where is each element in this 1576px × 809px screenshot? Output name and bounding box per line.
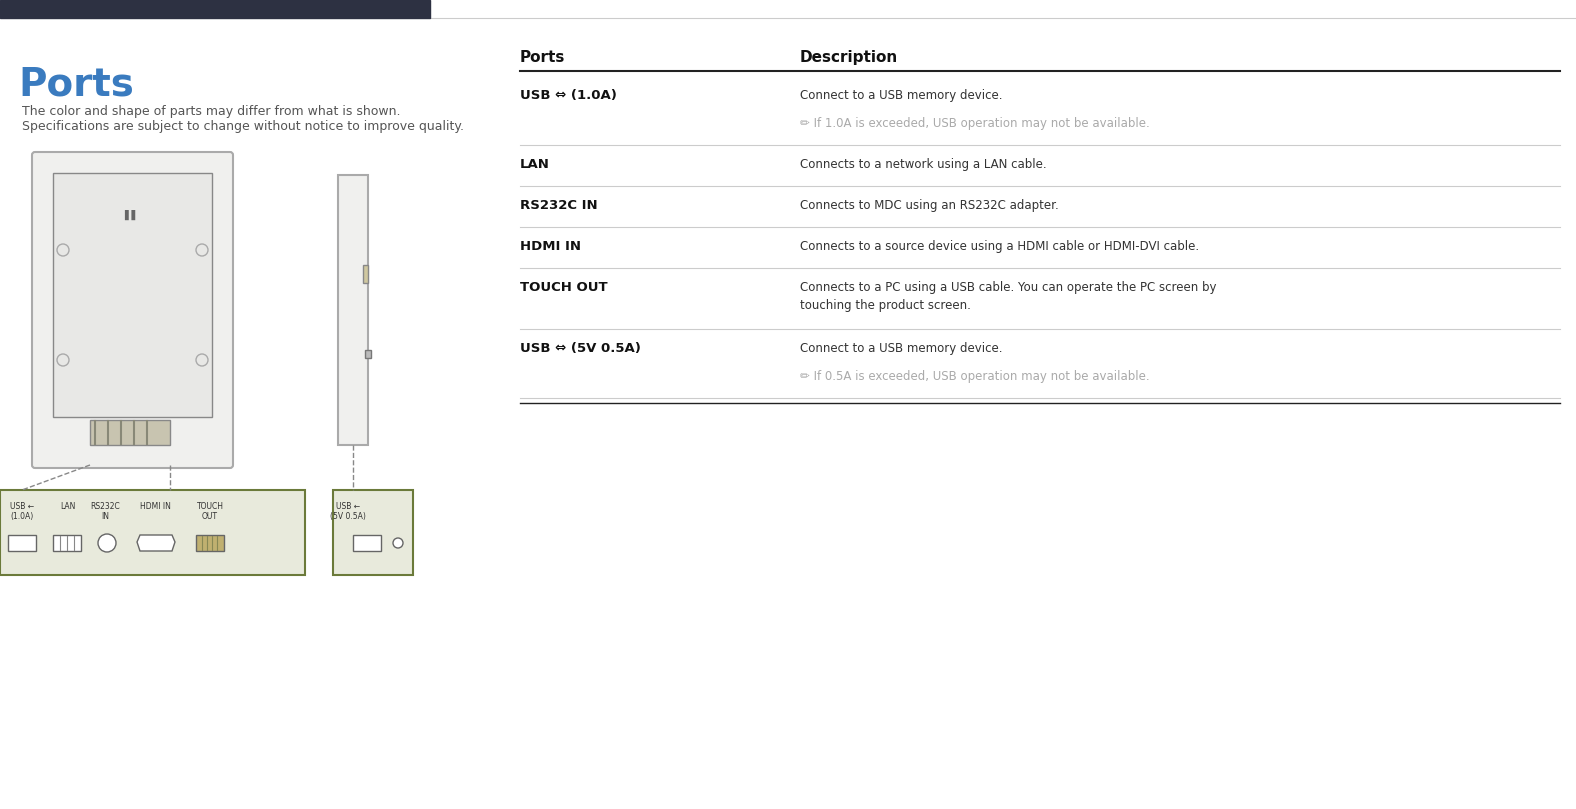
Bar <box>353 535 381 551</box>
Text: USB ⇔ (5V 0.5A): USB ⇔ (5V 0.5A) <box>520 342 641 355</box>
Text: HDMI IN: HDMI IN <box>140 502 170 511</box>
Bar <box>8 535 36 551</box>
Text: Connects to a PC using a USB cable. You can operate the PC screen by
touching th: Connects to a PC using a USB cable. You … <box>801 281 1217 312</box>
Bar <box>195 535 224 551</box>
Text: Connects to a source device using a HDMI cable or HDMI-DVI cable.: Connects to a source device using a HDMI… <box>801 240 1199 253</box>
Text: HDMI IN: HDMI IN <box>520 240 582 253</box>
Circle shape <box>98 534 117 552</box>
Text: Connects to a network using a LAN cable.: Connects to a network using a LAN cable. <box>801 158 1046 171</box>
Text: USB ←
(5V 0.5A): USB ← (5V 0.5A) <box>329 502 366 521</box>
Polygon shape <box>137 535 175 551</box>
Text: RS232C
IN: RS232C IN <box>90 502 120 521</box>
Bar <box>337 175 369 445</box>
Circle shape <box>195 244 208 256</box>
FancyBboxPatch shape <box>32 152 233 468</box>
Text: Description: Description <box>801 50 898 65</box>
Bar <box>0 490 306 575</box>
Text: Connect to a USB memory device.: Connect to a USB memory device. <box>801 342 1002 355</box>
Circle shape <box>195 354 208 366</box>
Bar <box>333 490 413 575</box>
Bar <box>90 420 170 445</box>
Text: Specifications are subject to change without notice to improve quality.: Specifications are subject to change wit… <box>22 120 463 133</box>
Text: USB ←
(1.0A): USB ← (1.0A) <box>9 502 35 521</box>
Text: The color and shape of parts may differ from what is shown.: The color and shape of parts may differ … <box>22 105 400 118</box>
Text: USB ⇔ (1.0A): USB ⇔ (1.0A) <box>520 89 616 102</box>
Text: RS232C IN: RS232C IN <box>520 199 597 212</box>
Text: ▌▌: ▌▌ <box>125 210 140 220</box>
Circle shape <box>392 538 403 548</box>
Circle shape <box>57 244 69 256</box>
Bar <box>366 350 370 358</box>
Text: LAN: LAN <box>60 502 76 511</box>
FancyBboxPatch shape <box>54 173 213 417</box>
Text: TOUCH OUT: TOUCH OUT <box>520 281 608 294</box>
Bar <box>362 265 369 283</box>
Text: ✏ If 1.0A is exceeded, USB operation may not be available.: ✏ If 1.0A is exceeded, USB operation may… <box>801 117 1150 130</box>
Text: Ports: Ports <box>17 65 134 103</box>
Text: LAN: LAN <box>520 158 550 171</box>
Bar <box>54 535 80 551</box>
Text: ✏ If 0.5A is exceeded, USB operation may not be available.: ✏ If 0.5A is exceeded, USB operation may… <box>801 370 1149 383</box>
Text: Connects to MDC using an RS232C adapter.: Connects to MDC using an RS232C adapter. <box>801 199 1059 212</box>
Text: TOUCH
OUT: TOUCH OUT <box>197 502 224 521</box>
Circle shape <box>57 354 69 366</box>
Text: Ports: Ports <box>520 50 566 65</box>
Text: Connect to a USB memory device.: Connect to a USB memory device. <box>801 89 1002 102</box>
Bar <box>0 0 430 18</box>
